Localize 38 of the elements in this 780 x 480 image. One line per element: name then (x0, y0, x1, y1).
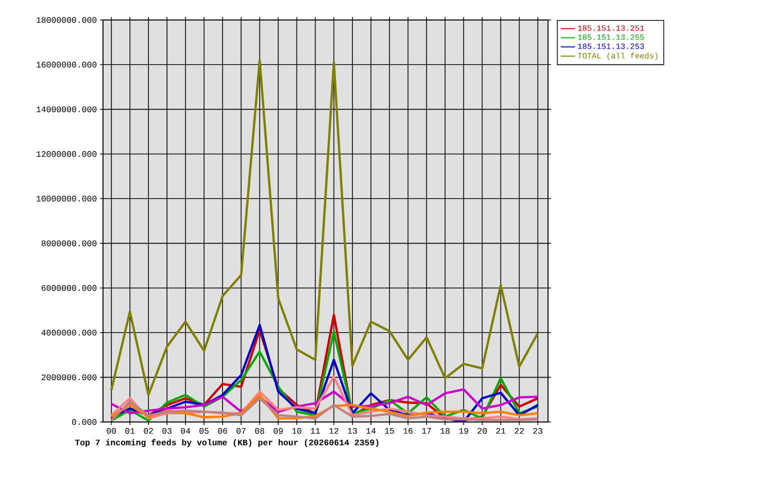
x-tick-label: 07 (236, 428, 246, 434)
x-tick-label: 00 (106, 428, 116, 434)
x-tick-label: 16 (404, 428, 413, 434)
x-tick-label: 05 (199, 428, 209, 434)
x-tick-label: 19 (459, 428, 468, 434)
line-series (110, 388, 539, 414)
line-series (110, 376, 539, 420)
x-tick-label: 13 (348, 428, 357, 434)
x-tick-label: 09 (274, 428, 283, 434)
x-tick-label: 20 (478, 428, 487, 434)
x-tick-label: 21 (496, 428, 506, 434)
y-tick-label: 18000000.000 (36, 17, 96, 23)
x-tick-label: 23 (533, 428, 542, 434)
x-tick-label: 12 (329, 428, 338, 434)
x-tick-label: 03 (162, 428, 172, 434)
x-tick-label: 10 (292, 428, 302, 434)
x-tick-label: 06 (218, 428, 228, 434)
y-tick-label: 10000000.000 (36, 196, 96, 202)
y-tick-label: 12000000.000 (36, 151, 96, 157)
x-tick-label: 01 (125, 428, 135, 434)
line-series (110, 59, 539, 396)
y-tick-label: 16000000.000 (36, 62, 96, 68)
y-tick-label: 8000000.000 (42, 240, 96, 246)
x-tick-label: 22 (514, 428, 524, 434)
x-tick-label: 14 (366, 428, 376, 434)
x-tick-label: 04 (180, 428, 190, 434)
x-axis-title: Top 7 incoming feeds by volume (KB) per hour (20260614 2359) (75, 439, 378, 448)
x-tick-label: 02 (144, 428, 153, 434)
y-tick-label: 14000000.000 (36, 106, 96, 112)
y-tick-label: 2000000.000 (42, 374, 96, 380)
x-tick-label: 15 (385, 428, 394, 434)
x-tick-label: 08 (255, 428, 264, 434)
x-tick-label: 18 (440, 428, 450, 434)
x-tick-label: 17 (422, 428, 431, 434)
x-tick-label: 11 (310, 428, 320, 434)
y-tick-label: 0.000 (72, 419, 96, 425)
y-tick-label: 4000000.000 (42, 330, 96, 336)
y-tick-label: 6000000.000 (42, 285, 96, 291)
